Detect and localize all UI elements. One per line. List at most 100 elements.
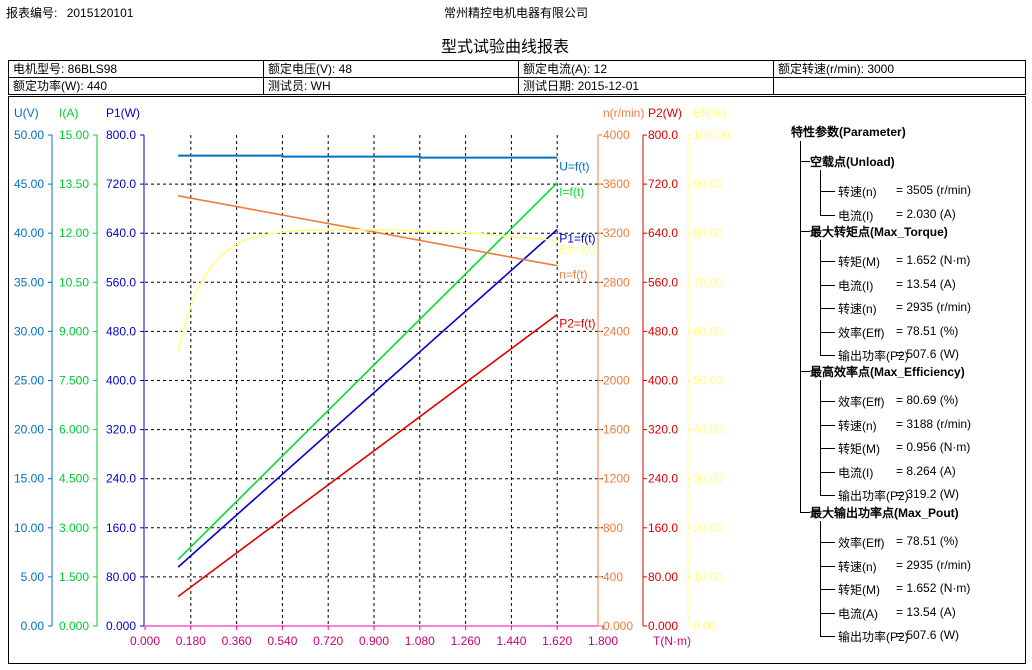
y-tick-label-p1: 720.0 (106, 177, 136, 191)
params-item-value: = 3505 (r/min) (896, 183, 972, 197)
x-tick-label: 1.440 (496, 634, 526, 648)
params-item-value: = 78.51 (%) (896, 534, 959, 548)
y-tick-label-i: 15.00 (59, 128, 89, 142)
y-tick-label-p2: 560.0 (648, 275, 678, 289)
tree-connector (820, 214, 835, 216)
tree-connector (820, 448, 835, 449)
y-tick-label-u: 50.00 (14, 128, 44, 142)
x-tick-label: 0.360 (222, 634, 252, 648)
tree-connector (820, 308, 835, 309)
y-axis-label-u: U(V) (14, 106, 39, 120)
report-frame (8, 96, 1026, 664)
y-tick-label-u: 35.00 (14, 275, 44, 289)
series-line-i (177, 182, 558, 561)
tree-connector (820, 542, 835, 543)
y-tick-label-p1: 800.0 (106, 128, 136, 142)
y-tick-label-i: 6.000 (59, 423, 89, 437)
params-item-label: 电流(A) (838, 606, 878, 621)
x-axis-label: T(N·m) (653, 634, 691, 648)
series-label-p1: P1=f(t) (559, 232, 595, 246)
rated-power-cell: 额定功率(W): 440 (8, 77, 264, 95)
x-tick-label: 1.800 (588, 634, 618, 648)
params-item-value: = 13.54 (A) (896, 276, 956, 291)
params-item-label: 转矩(M) (838, 583, 880, 597)
y-axis-label-n: n(r/min) (603, 106, 644, 120)
y-axis-label-p1: P1(W) (106, 106, 140, 120)
params-item-label: 输出功率(P2) (838, 630, 909, 644)
y-tick-label-u: 40.00 (14, 226, 44, 240)
params-item-label: 电流(I) (838, 278, 874, 293)
params-group-title: 空载点(Unload) (810, 155, 895, 169)
y-tick-label-n: 0.000 (603, 619, 633, 633)
tree-connector (820, 261, 835, 262)
y-tick-label-u: 10.00 (14, 521, 44, 535)
y-tick-label-p2: 640.0 (648, 226, 678, 240)
params-item-value: = 80.69 (%) (896, 393, 959, 407)
y-tick-label-p2: 320.0 (648, 423, 678, 437)
params-item-value: = 2.030 (A) (896, 206, 956, 221)
tree-branch (820, 170, 821, 215)
x-tick-label: 0.720 (313, 634, 343, 648)
y-tick-label-eff: 100.00 (693, 128, 730, 142)
y-tick-label-i: 12.00 (59, 226, 89, 240)
x-tick-label: 0.900 (359, 634, 389, 648)
motor-model-cell: 电机型号: 86BLS98 (8, 60, 264, 78)
y-tick-label-i: 4.500 (59, 472, 89, 486)
y-axis-label-i: I(A) (59, 106, 78, 120)
tree-connector (800, 231, 810, 232)
y-tick-label-i: 13.50 (59, 177, 89, 191)
y-tick-label-n: 4000 (603, 128, 630, 142)
y-tick-label-eff: 80.00 (693, 226, 723, 240)
tree-connector (820, 495, 835, 496)
report-number-value: 2015120101 (66, 6, 134, 20)
y-tick-label-i: 0.000 (59, 619, 89, 633)
params-group-title: 最大转矩点(Max_Torque) (810, 225, 948, 239)
report-title: 型式试验曲线报表 (440, 39, 569, 56)
series-label-eff: Eff=f(t) (559, 243, 595, 257)
y-tick-label-eff: 40.00 (693, 423, 723, 437)
tree-connector (820, 636, 835, 637)
params-item-label: 效率(Eff) (838, 325, 885, 340)
x-tick-label: 1.260 (451, 634, 481, 648)
series-line-p2 (177, 313, 558, 598)
y-tick-label-eff: 10.00 (693, 570, 723, 584)
params-group-title: 最大输出功率点(Max_Pout) (810, 506, 959, 520)
y-tick-label-n: 1600 (603, 423, 630, 437)
series-label-n: n=f(t) (559, 268, 587, 282)
x-tick-label: 1.080 (405, 634, 435, 648)
y-tick-label-n: 1200 (603, 472, 630, 486)
y-tick-label-eff: 30.00 (693, 472, 723, 486)
x-tick-label: 0.000 (130, 634, 160, 648)
empty-cell (773, 77, 1026, 95)
y-tick-label-n: 2400 (603, 324, 630, 338)
y-axis-label-eff: Eff(%) (693, 106, 726, 120)
params-item-value: = 8.264 (A) (896, 463, 956, 478)
params-item-value: = 13.54 (A) (896, 604, 956, 619)
x-tick-label: 1.620 (542, 634, 572, 648)
y-tick-label-p1: 240.0 (106, 472, 136, 486)
y-tick-label-n: 3200 (603, 226, 630, 240)
y-tick-label-u: 0.00 (21, 619, 45, 633)
tree-connector (820, 401, 835, 402)
y-tick-label-i: 3.000 (59, 521, 89, 535)
y-axis-label-p2: P2(W) (648, 106, 682, 120)
tree-connector (820, 284, 835, 286)
y-tick-label-i: 1.500 (59, 570, 89, 584)
y-tick-label-eff: 0.00 (693, 619, 717, 633)
y-tick-label-p2: 400.0 (648, 374, 678, 388)
params-item-label: 转矩(M) (838, 255, 880, 269)
y-tick-label-p1: 0.000 (106, 619, 136, 633)
params-item-label: 效率(Eff) (838, 395, 885, 409)
y-tick-label-p2: 720.0 (648, 177, 678, 191)
params-item-value: = 507.6 (W) (896, 628, 960, 642)
params-item-value: = 78.51 (%) (896, 323, 959, 338)
params-item-label: 转速(n) (838, 185, 877, 199)
series-label-p2: P2=f(t) (559, 316, 595, 330)
params-item-value: = 507.6 (W) (896, 347, 960, 361)
params-group-title: 最高效率点(Max_Efficiency) (810, 365, 965, 379)
params-item-value: = 319.2 (W) (896, 487, 960, 501)
params-item-label: 效率(Eff) (838, 536, 885, 550)
y-tick-label-n: 2800 (603, 275, 630, 289)
